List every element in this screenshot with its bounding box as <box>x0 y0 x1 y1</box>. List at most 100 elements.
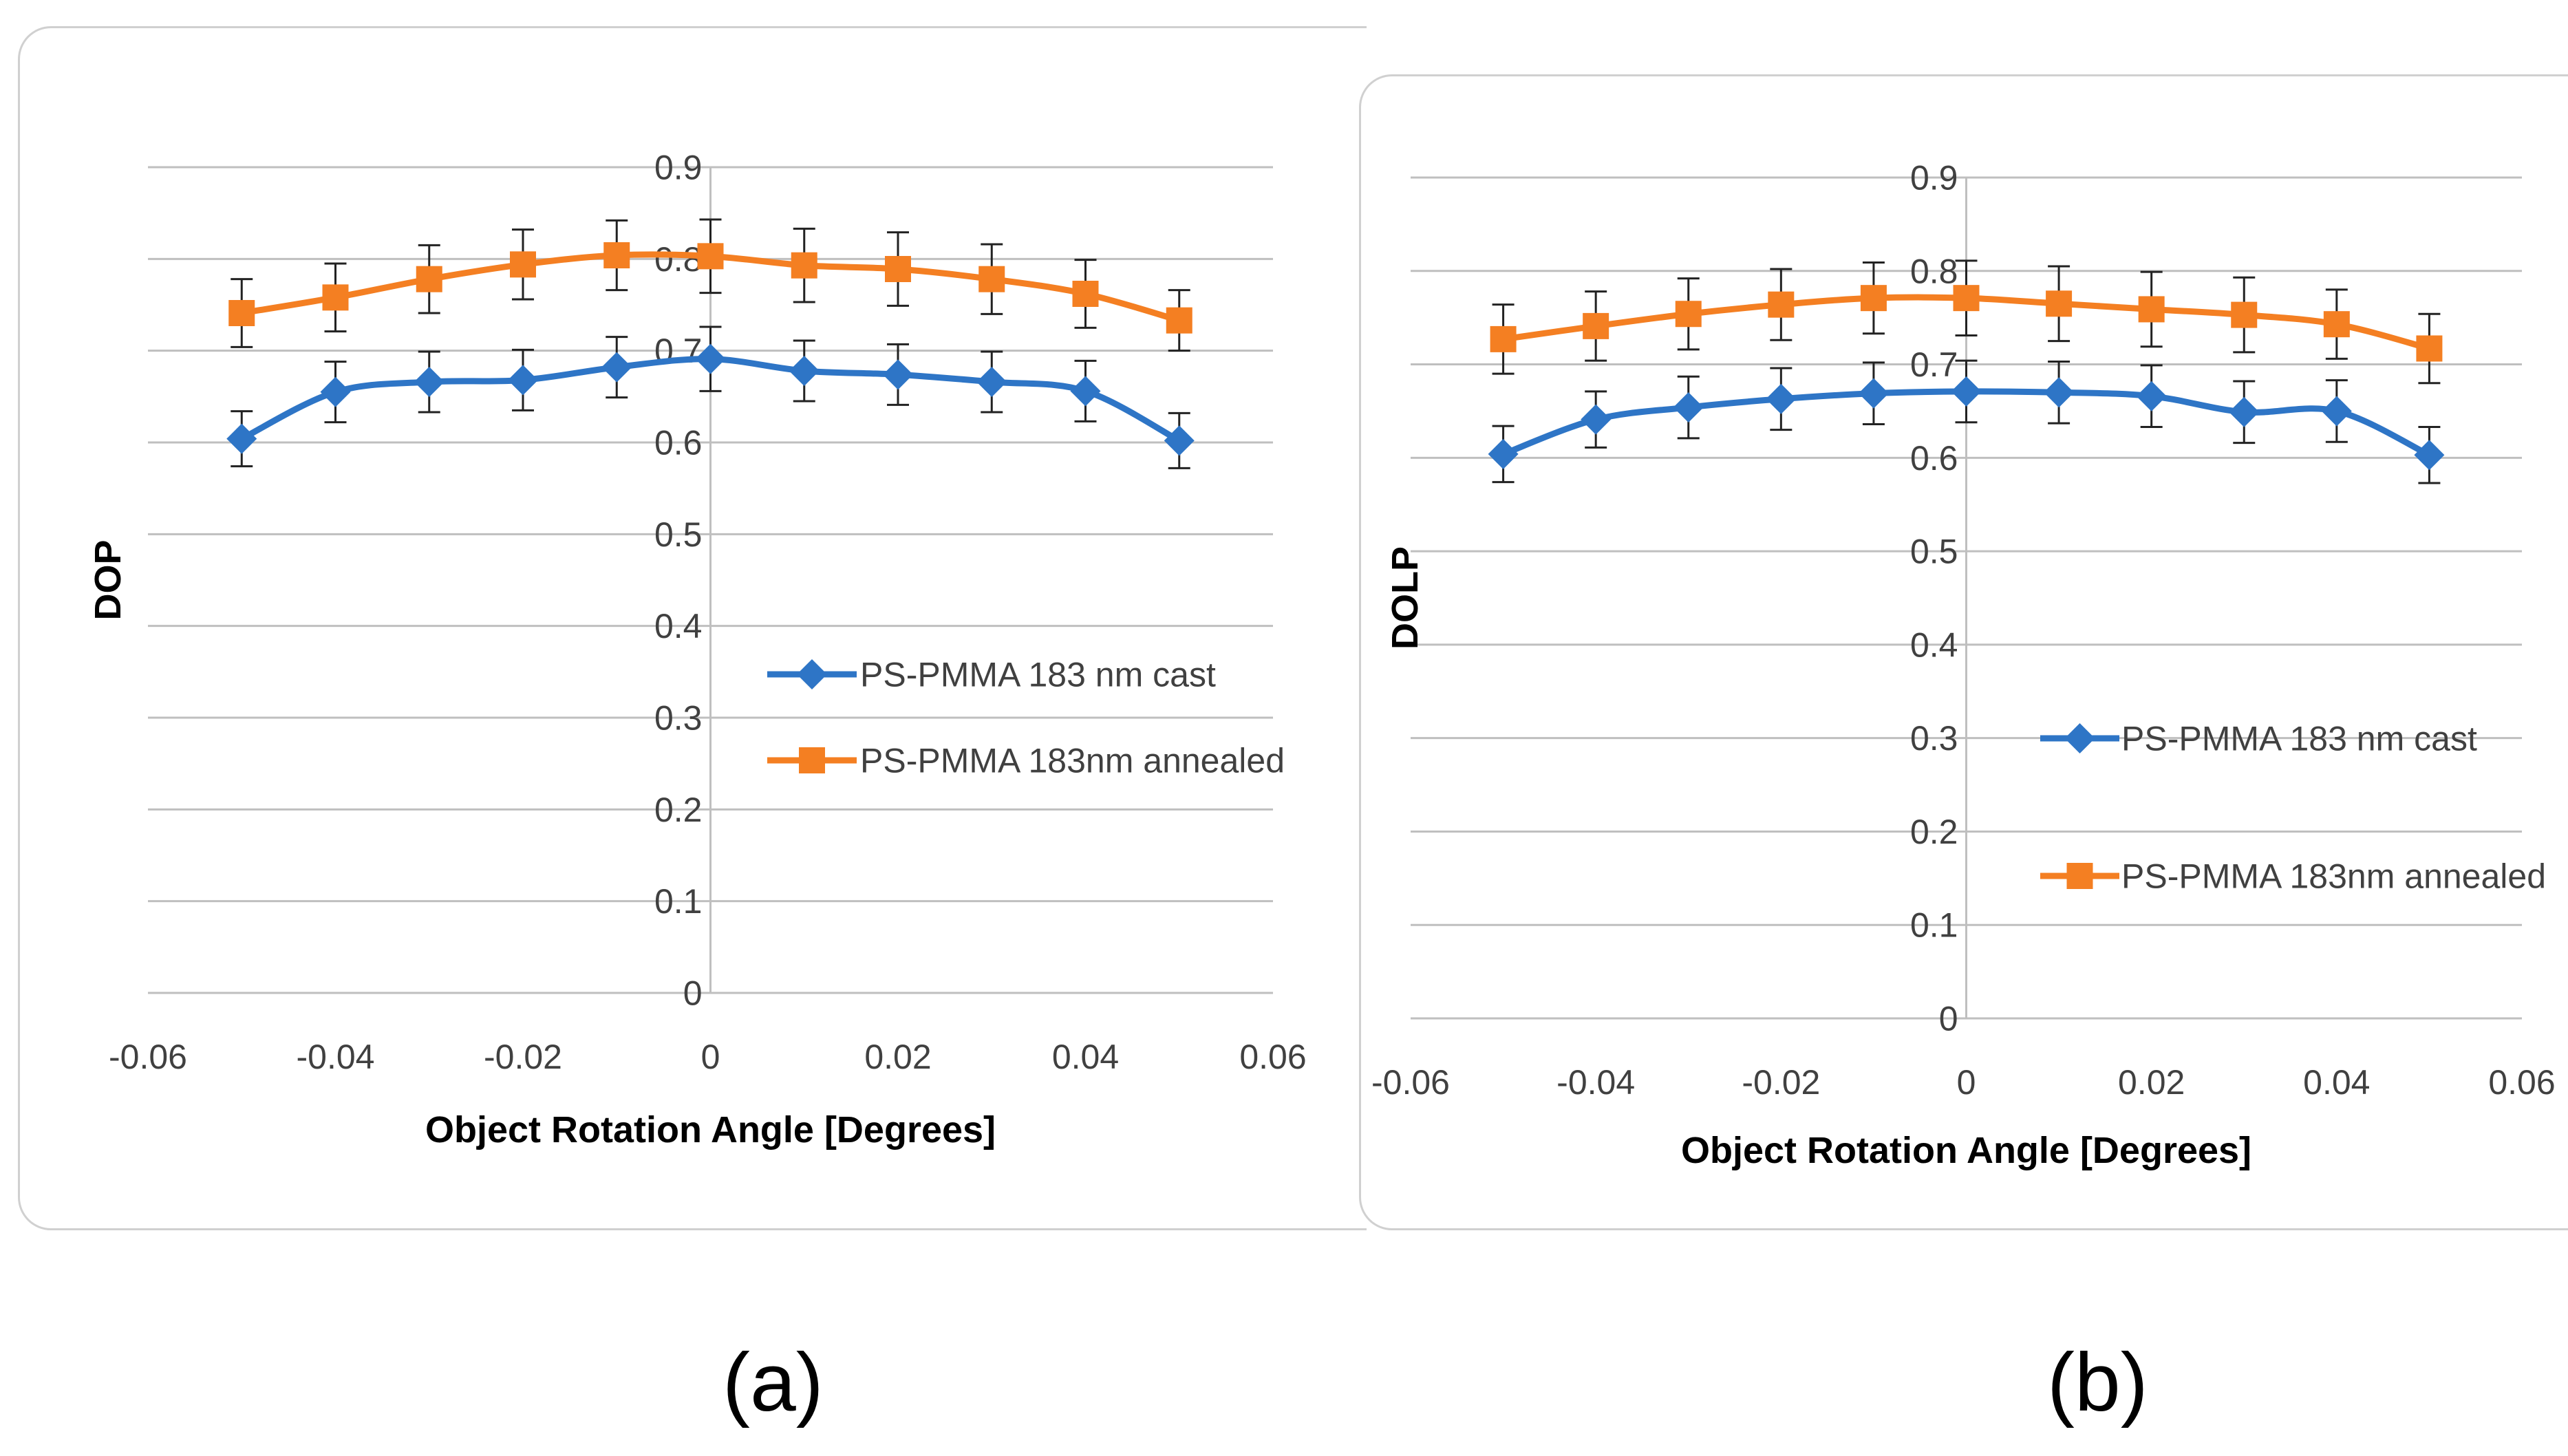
c1-y-tick-label: 0.3 <box>1910 719 1958 758</box>
c0-x-tick-label: 0.06 <box>1239 1038 1306 1076</box>
c0-point-square <box>1072 281 1099 307</box>
c0-y-tick-label: 0.4 <box>654 607 703 645</box>
c0-x-axis-title: Object Rotation Angle [Degrees] <box>425 1109 996 1150</box>
c0-point-diamond <box>414 367 445 397</box>
c1-legend-label: PS-PMMA 183nm annealed <box>2121 857 2546 896</box>
c1-legend-label-line: PS-PMMA 183nm annealed <box>2121 857 2546 896</box>
chart-panel-a-frame <box>18 26 1367 1230</box>
c1-x-tick-label: 0.06 <box>2488 1063 2555 1102</box>
c1-x-tick-label: 0.02 <box>2118 1063 2185 1102</box>
c1-point-square <box>2046 290 2073 317</box>
c0-point-square <box>510 251 536 278</box>
c1-point-diamond <box>2321 396 2352 427</box>
chart-panel-b-frame <box>1359 74 2568 1230</box>
c0-legend-entry: PS-PMMA 183nm annealed <box>767 742 1285 780</box>
c0-point-diamond <box>789 356 820 386</box>
c0-y-tick-label: 0.6 <box>654 424 703 462</box>
c1-point-diamond <box>1581 404 1612 435</box>
c0-point-square <box>978 266 1005 292</box>
c0-point-square <box>603 242 630 268</box>
c0-legend-label: PS-PMMA 183 nm cast <box>860 656 1216 694</box>
c0-y-tick-label: 0.5 <box>654 515 703 554</box>
c1-x-tick-label: 0 <box>1957 1063 1976 1102</box>
c1-point-square <box>2231 301 2258 328</box>
c0-y-tick-label: 0.9 <box>654 149 703 187</box>
c1-x-tick-label: -0.04 <box>1556 1063 1635 1102</box>
c1-point-diamond <box>2136 381 2167 411</box>
c0-point-square <box>228 300 255 326</box>
c1-point-square <box>1860 285 1887 312</box>
c1-point-square <box>1490 325 1517 352</box>
c0-x-tick-label: -0.06 <box>109 1038 187 1076</box>
c1-y-tick-label: 0.9 <box>1910 159 1958 197</box>
c0-point-diamond <box>226 423 257 454</box>
c1-legend-label: PS-PMMA 183 nm cast <box>2121 720 2477 758</box>
c1-point-square <box>2138 296 2165 323</box>
c1-point-diamond <box>1766 383 1797 414</box>
c1-y-tick-label: 0.8 <box>1910 252 1958 290</box>
c0-point-diamond <box>1070 376 1101 407</box>
c0-point-square <box>322 284 349 311</box>
c1-y-axis-title: DOLP <box>1384 546 1426 650</box>
c1-y-tick-label: 0.7 <box>1910 345 1958 384</box>
c0-y-tick-label: 0 <box>683 974 703 1013</box>
c0-legend-entry: PS-PMMA 183 nm cast <box>767 656 1216 694</box>
c1-y-tick-label: 0.4 <box>1910 625 1958 664</box>
c1-point-square <box>1953 285 1980 312</box>
c1-point-diamond <box>2414 440 2445 471</box>
c0-point-diamond <box>976 367 1007 397</box>
c0-y-tick-label: 0.2 <box>654 791 703 829</box>
c1-x-tick-label: 0.04 <box>2303 1063 2370 1102</box>
c0-legend-marker-diamond <box>797 659 827 689</box>
c0-point-square <box>416 266 442 292</box>
c1-y-tick-label: 0.1 <box>1910 906 1958 945</box>
c0-point-square <box>697 243 724 270</box>
c1-legend-entry: PS-PMMA 183 nm cast <box>2040 720 2477 758</box>
c0-point-diamond <box>1164 425 1195 456</box>
c1-point-square <box>1768 291 1795 318</box>
c1-legend-marker-diamond <box>2064 723 2095 753</box>
c0-point-diamond <box>695 343 726 374</box>
c0-x-tick-label: 0.02 <box>864 1038 931 1076</box>
c1-x-axis-title: Object Rotation Angle [Degrees] <box>1681 1130 2251 1171</box>
c0-y-tick-label: 0.3 <box>654 699 703 738</box>
c1-x-tick-label: -0.06 <box>1371 1063 1450 1102</box>
c1-point-diamond <box>2229 396 2260 427</box>
c0-x-tick-label: 0.04 <box>1052 1038 1119 1076</box>
c0-legend-marker-square <box>799 747 825 773</box>
c1-y-tick-label: 0.2 <box>1910 813 1958 851</box>
c0-y-axis-title: DOP <box>87 539 129 620</box>
c1-y-tick-label: 0.6 <box>1910 439 1958 478</box>
c1-point-diamond <box>1673 392 1704 423</box>
c0-x-tick-label: -0.02 <box>484 1038 562 1076</box>
c0-x-tick-label: 0 <box>701 1038 720 1076</box>
c0-point-square <box>885 256 911 282</box>
c0-y-tick-label: 0.8 <box>654 240 703 279</box>
c0-point-diamond <box>508 365 538 396</box>
c1-y-tick-label: 0.5 <box>1910 533 1958 571</box>
c1-point-diamond <box>1488 438 1519 469</box>
c0-x-tick-label: -0.04 <box>297 1038 375 1076</box>
c1-point-square <box>2323 311 2350 338</box>
c1-y-tick-label: 0 <box>1939 1000 1958 1038</box>
c0-point-square <box>1166 307 1192 334</box>
c1-point-diamond <box>1858 378 1889 409</box>
c0-point-diamond <box>320 376 351 407</box>
c0-legend-label: PS-PMMA 183nm annealed <box>860 742 1285 780</box>
c1-point-diamond <box>1951 376 1982 407</box>
c0-point-square <box>791 252 817 279</box>
c1-point-square <box>1675 301 1702 328</box>
c1-x-tick-label: -0.02 <box>1742 1063 1820 1102</box>
panel-label-a: (a) <box>723 1336 824 1428</box>
c1-point-diamond <box>2044 377 2075 408</box>
c1-legend-marker-square <box>2066 863 2093 889</box>
panel-label-b: (b) <box>2047 1336 2148 1428</box>
c0-y-tick-label: 0.1 <box>654 882 703 921</box>
c0-point-diamond <box>883 359 913 390</box>
c1-point-square <box>1583 312 1609 339</box>
c1-point-square <box>2416 335 2443 362</box>
c0-point-diamond <box>601 352 632 383</box>
c1-legend-entry: PS-PMMA 183nm annealed <box>2040 857 2546 896</box>
